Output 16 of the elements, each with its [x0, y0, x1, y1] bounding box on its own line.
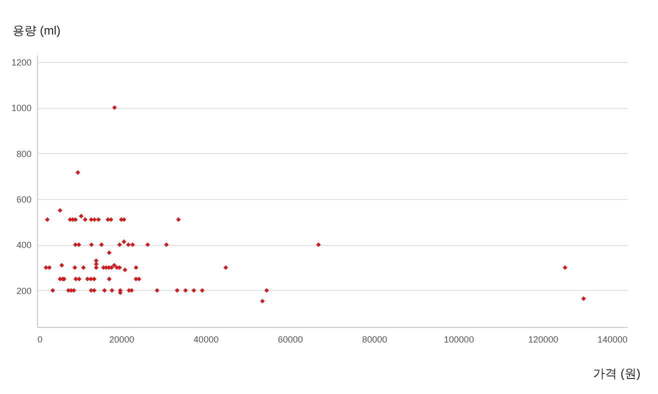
- x-tick-label: 140000: [597, 334, 628, 344]
- x-tick-label: 40000: [194, 334, 219, 344]
- y-tick-label: 1200: [11, 57, 32, 68]
- x-tick-label: 0: [38, 334, 43, 344]
- y-tick-label: 1000: [11, 103, 32, 114]
- x-tick-label: 60000: [278, 334, 303, 344]
- x-tick-label: 20000: [109, 334, 134, 344]
- x-tick-label: 100000: [444, 334, 474, 344]
- x-tick-label: 80000: [362, 334, 388, 344]
- y-tick-label: 800: [16, 148, 32, 159]
- y-tick-label: 600: [16, 194, 32, 204]
- x-tick-label: 120000: [528, 334, 558, 344]
- y-tick-label: 400: [16, 240, 32, 250]
- y-axis-title: 용량 (ml): [12, 24, 60, 38]
- x-axis-title: 가격 (원): [593, 366, 640, 380]
- y-tick-label: 200: [16, 286, 32, 296]
